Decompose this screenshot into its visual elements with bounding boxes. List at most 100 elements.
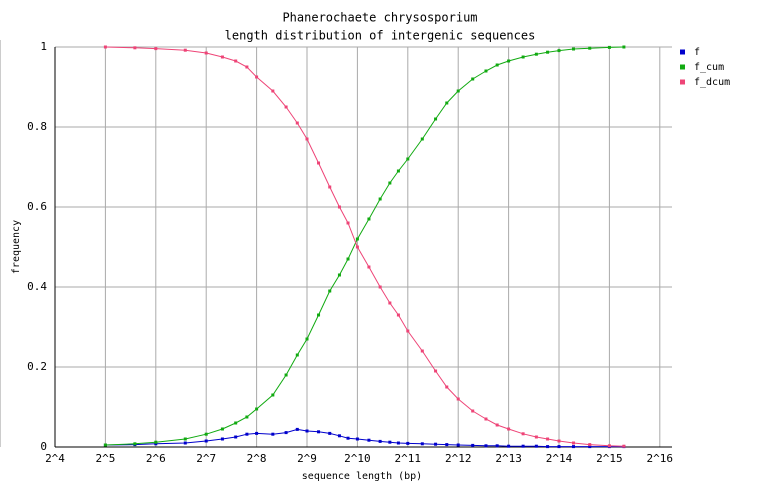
point — [220, 427, 224, 431]
point — [220, 55, 224, 59]
point — [204, 51, 208, 55]
point — [622, 45, 626, 49]
point — [284, 431, 288, 435]
y-tick-label: 0.2 — [27, 360, 47, 373]
point — [271, 393, 275, 397]
point — [204, 432, 208, 436]
legend-label: f — [694, 47, 700, 58]
point — [220, 437, 224, 441]
point — [328, 289, 332, 293]
point — [471, 409, 475, 413]
point — [378, 439, 382, 443]
point — [367, 438, 371, 442]
point — [305, 137, 309, 141]
point — [284, 373, 288, 377]
point — [406, 441, 410, 445]
x-tick-label: 2^9 — [297, 452, 317, 465]
point — [255, 407, 259, 411]
point — [245, 415, 249, 419]
point — [337, 273, 341, 277]
point — [388, 440, 392, 444]
point — [588, 46, 592, 50]
series-line — [105, 46, 624, 447]
point — [355, 237, 359, 241]
legend-marker — [680, 49, 685, 55]
point — [396, 169, 400, 173]
point — [271, 432, 275, 436]
point — [507, 59, 511, 63]
point — [507, 444, 511, 448]
point — [557, 439, 561, 443]
point — [557, 49, 561, 53]
point — [622, 444, 626, 448]
point — [588, 445, 592, 449]
point — [507, 427, 511, 431]
y-tick-label: 0 — [40, 440, 47, 453]
point — [546, 445, 550, 449]
point — [456, 89, 460, 93]
point — [588, 443, 592, 447]
x-tick-label: 2^13 — [495, 452, 522, 465]
x-axis-label: sequence length (bp) — [302, 471, 422, 482]
y-tick-label: 0.8 — [27, 120, 47, 133]
point — [406, 157, 410, 161]
point — [456, 397, 460, 401]
point — [337, 205, 341, 209]
point — [445, 101, 449, 105]
point — [328, 431, 332, 435]
point — [346, 221, 350, 225]
point — [367, 217, 371, 221]
chart-title: Phanerochaete chrysosporium — [282, 11, 477, 25]
point — [271, 89, 275, 93]
point — [183, 441, 187, 445]
point — [295, 121, 299, 125]
point — [471, 77, 475, 81]
legend-label: f_dcum — [694, 77, 730, 88]
point — [183, 48, 187, 52]
y-tick-label: 0.6 — [27, 200, 47, 213]
point — [346, 257, 350, 261]
point — [355, 245, 359, 249]
point — [521, 432, 525, 436]
point — [572, 445, 576, 449]
point — [355, 437, 359, 441]
point — [154, 440, 158, 444]
point — [420, 442, 424, 446]
point — [284, 105, 288, 109]
point — [546, 50, 550, 54]
point — [534, 435, 538, 439]
point — [445, 443, 449, 447]
point — [305, 429, 309, 433]
point — [328, 185, 332, 189]
point — [295, 353, 299, 357]
point — [133, 442, 137, 446]
point — [420, 349, 424, 353]
point — [317, 313, 321, 317]
point — [534, 444, 538, 448]
y-tick-label: 1 — [40, 40, 47, 53]
point — [471, 443, 475, 447]
point — [557, 445, 561, 449]
point — [154, 47, 158, 51]
point — [484, 444, 488, 448]
point — [305, 337, 309, 341]
point — [495, 444, 499, 448]
point — [495, 423, 499, 427]
point — [572, 47, 576, 51]
point — [495, 63, 499, 67]
x-tick-label: 2^7 — [196, 452, 216, 465]
point — [396, 441, 400, 445]
point — [445, 385, 449, 389]
point — [367, 265, 371, 269]
x-tick-label: 2^4 — [45, 452, 65, 465]
point — [607, 444, 611, 448]
point — [572, 441, 576, 445]
point — [456, 443, 460, 447]
x-tick-label: 2^16 — [647, 452, 674, 465]
point — [434, 369, 438, 373]
point — [245, 432, 249, 436]
point — [133, 46, 137, 50]
point — [388, 301, 392, 305]
point — [317, 161, 321, 165]
